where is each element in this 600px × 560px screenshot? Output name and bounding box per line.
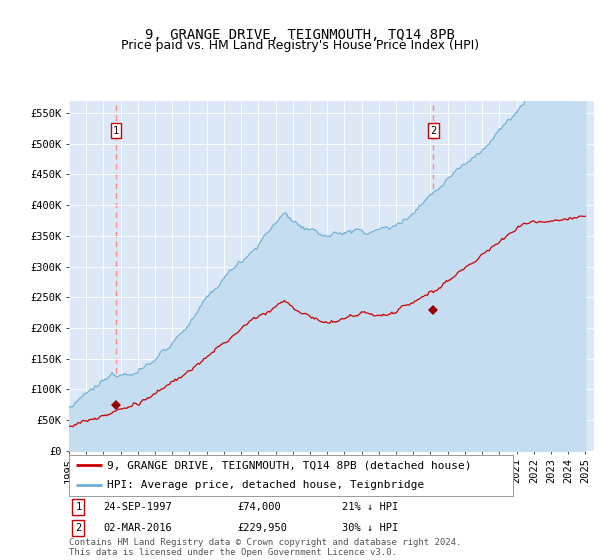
- Text: £74,000: £74,000: [237, 502, 281, 512]
- Text: 30% ↓ HPI: 30% ↓ HPI: [342, 523, 398, 533]
- Text: 24-SEP-1997: 24-SEP-1997: [103, 502, 172, 512]
- Text: 1: 1: [113, 125, 119, 136]
- Text: £229,950: £229,950: [237, 523, 287, 533]
- Text: 1: 1: [76, 502, 82, 512]
- Text: Price paid vs. HM Land Registry's House Price Index (HPI): Price paid vs. HM Land Registry's House …: [121, 39, 479, 53]
- Text: 9, GRANGE DRIVE, TEIGNMOUTH, TQ14 8PB (detached house): 9, GRANGE DRIVE, TEIGNMOUTH, TQ14 8PB (d…: [107, 460, 471, 470]
- Text: 21% ↓ HPI: 21% ↓ HPI: [342, 502, 398, 512]
- Text: 9, GRANGE DRIVE, TEIGNMOUTH, TQ14 8PB: 9, GRANGE DRIVE, TEIGNMOUTH, TQ14 8PB: [145, 28, 455, 42]
- Text: 02-MAR-2016: 02-MAR-2016: [103, 523, 172, 533]
- Text: Contains HM Land Registry data © Crown copyright and database right 2024.
This d: Contains HM Land Registry data © Crown c…: [69, 538, 461, 557]
- Text: 2: 2: [76, 523, 82, 533]
- Text: HPI: Average price, detached house, Teignbridge: HPI: Average price, detached house, Teig…: [107, 480, 424, 489]
- Text: 2: 2: [430, 125, 437, 136]
